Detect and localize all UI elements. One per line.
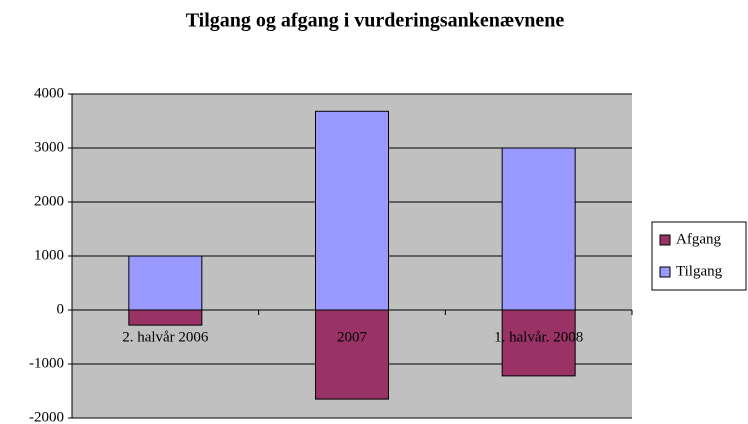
y-tick-label: 1000 xyxy=(34,247,64,263)
x-tick-label: 2. halvår 2006 xyxy=(122,329,209,345)
x-tick-label: 1. halvår. 2008 xyxy=(494,329,583,345)
bar xyxy=(315,110,389,311)
y-tick-label: 4000 xyxy=(34,85,64,101)
bar xyxy=(315,309,389,400)
bar xyxy=(501,147,576,311)
bar xyxy=(128,309,203,326)
x-tick-label: 2007 xyxy=(337,329,368,345)
chart-title: Tilgang og afgang i vurderingsankenævnen… xyxy=(186,10,565,32)
legend-label: Tilgang xyxy=(676,263,723,279)
y-tick-label: -2000 xyxy=(29,409,64,424)
bar xyxy=(128,255,203,311)
y-tick-label: 3000 xyxy=(34,139,64,155)
y-tick-label: 0 xyxy=(57,301,65,317)
y-tick-label: -1000 xyxy=(29,355,64,371)
legend xyxy=(651,221,747,291)
legend-swatch xyxy=(659,234,671,246)
legend-swatch xyxy=(659,266,671,278)
legend-label: Afgang xyxy=(676,231,721,247)
y-tick-label: 2000 xyxy=(34,193,64,209)
